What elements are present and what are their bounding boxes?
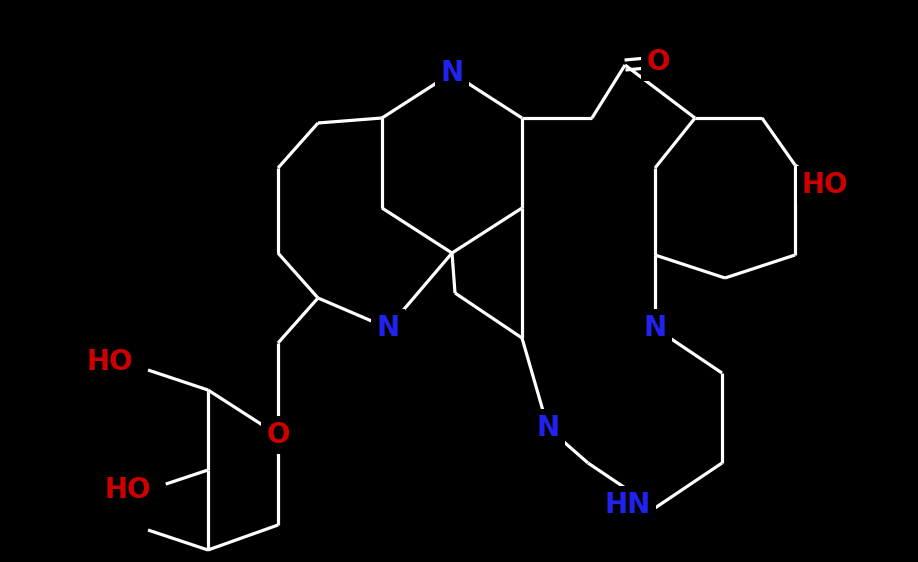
Text: N: N [376,314,399,342]
Text: O: O [646,48,670,76]
Text: HO: HO [801,171,848,199]
Text: HN: HN [605,491,651,519]
Text: O: O [266,421,290,449]
Text: HO: HO [105,476,151,504]
Text: N: N [644,314,666,342]
Text: N: N [441,59,464,87]
Text: HO: HO [86,348,133,376]
Text: N: N [536,414,560,442]
